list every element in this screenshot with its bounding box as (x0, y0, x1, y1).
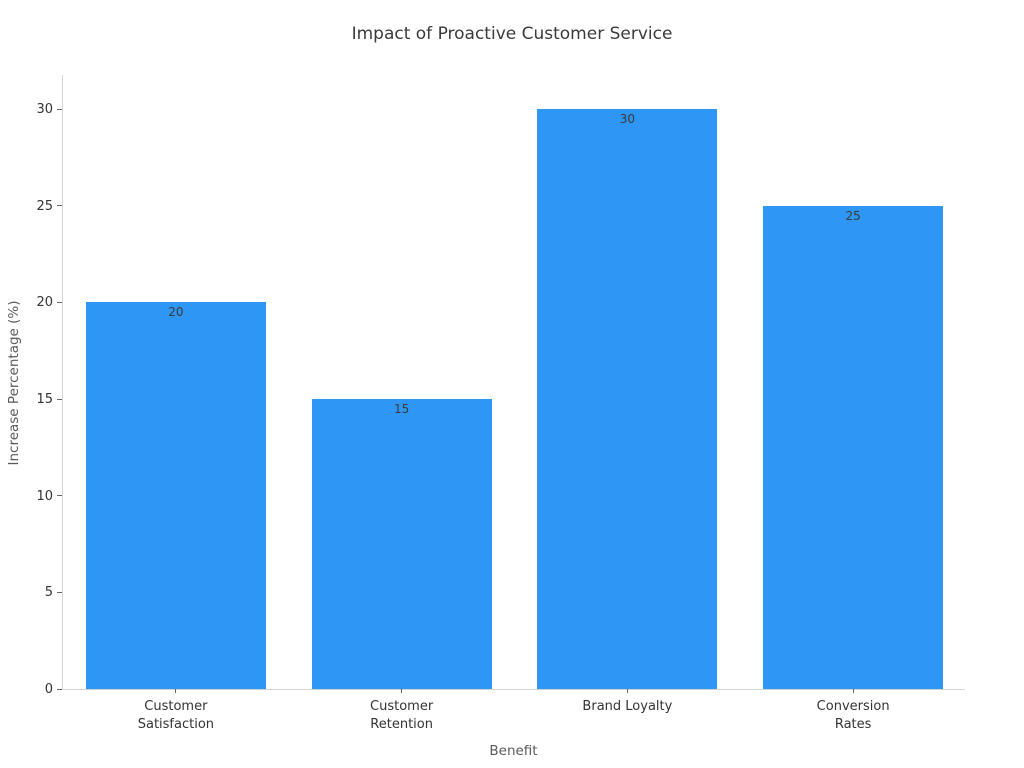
y-tick-mark (57, 688, 62, 690)
bar-value-label: 15 (393, 402, 410, 416)
bar-value-label: 25 (845, 208, 861, 223)
y-tick-label: 20 (36, 295, 53, 311)
x-tick-label: Customer Satisfaction (137, 699, 215, 733)
chart-title: Impact of Proactive Customer Service (351, 24, 673, 44)
x-tick-mark (401, 689, 403, 693)
x-tick-mark (852, 689, 854, 693)
y-tick-mark (57, 301, 62, 303)
y-tick-label: 30 (36, 102, 53, 117)
y-tick-mark (57, 205, 62, 207)
y-axis-label: Increase Percentage (%) (6, 300, 22, 466)
x-tick-label: Customer Retention (370, 699, 434, 733)
y-tick-label: 5 (44, 585, 53, 601)
bar-customer-satisfaction: 20 (85, 302, 266, 689)
y-tick-mark (57, 495, 62, 497)
plot-area: 0 5 10 15 20 25 30 20 Customer Satisfaction 15 Cus… (36, 75, 965, 732)
x-tick-label: Conversion Rates (816, 699, 890, 733)
x-axis-label: Benefit (489, 743, 538, 759)
y-tick-label: 25 (36, 198, 53, 214)
bar-customer-retention: 15 (311, 399, 492, 689)
bar-value-label: 30 (619, 112, 636, 126)
x-tick-label: Brand Loyalty (582, 699, 673, 714)
bar-brand-loyalty: 30 (537, 109, 718, 689)
x-tick-mark (626, 689, 628, 693)
bar-conversion-rates: 25 (763, 205, 944, 689)
y-tick-label: 15 (36, 392, 53, 407)
y-tick-mark (57, 108, 62, 110)
y-tick-mark (57, 591, 62, 593)
y-tick-label: 0 (44, 682, 53, 697)
y-tick-label: 10 (36, 488, 53, 504)
x-tick-mark (175, 689, 177, 693)
bar-value-label: 20 (168, 305, 184, 320)
y-tick-mark (57, 398, 62, 400)
